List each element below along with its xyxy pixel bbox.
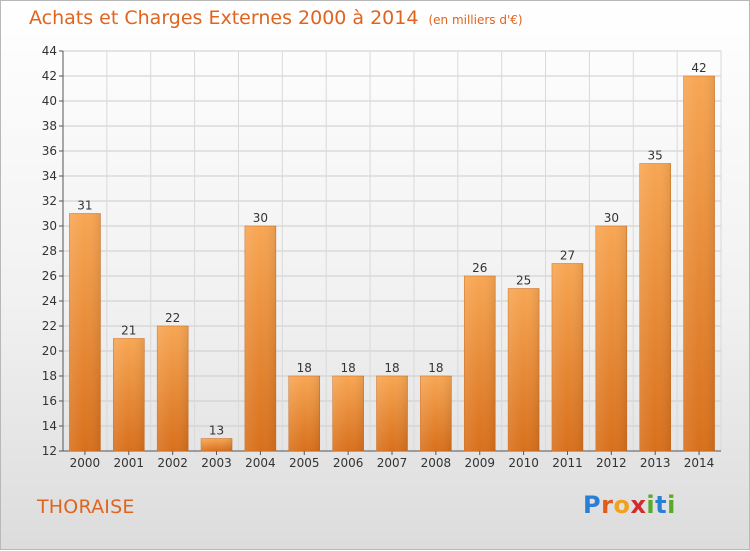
value-label-2013: 35 bbox=[648, 149, 663, 163]
value-label-2004: 30 bbox=[253, 211, 268, 225]
x-tick-label-2005: 2005 bbox=[289, 456, 320, 470]
chart-title: Achats et Charges Externes 2000 à 2014 bbox=[29, 7, 419, 29]
commune-name: THORAISE bbox=[37, 496, 135, 518]
x-tick-label-2012: 2012 bbox=[596, 456, 627, 470]
x-tick-label-2004: 2004 bbox=[245, 456, 276, 470]
bar-shine-2008 bbox=[420, 376, 452, 451]
x-tick-label-2009: 2009 bbox=[464, 456, 495, 470]
x-tick-label-2013: 2013 bbox=[640, 456, 671, 470]
y-tick-label: 36 bbox=[42, 144, 57, 158]
value-label-2005: 18 bbox=[297, 361, 312, 375]
value-label-2009: 26 bbox=[472, 261, 487, 275]
y-tick-label: 12 bbox=[42, 444, 57, 458]
bar-shine-2006 bbox=[332, 376, 364, 451]
value-label-2011: 27 bbox=[560, 249, 575, 263]
x-tick-label-2010: 2010 bbox=[508, 456, 539, 470]
title-block: Achats et Charges Externes 2000 à 2014 (e… bbox=[29, 7, 523, 29]
value-label-2001: 21 bbox=[121, 324, 136, 338]
bar-shine-2010 bbox=[508, 288, 540, 451]
bar-shine-2013 bbox=[639, 163, 671, 451]
value-label-2010: 25 bbox=[516, 274, 531, 288]
y-tick-label: 32 bbox=[42, 194, 57, 208]
y-tick-label: 26 bbox=[42, 269, 57, 283]
bars bbox=[69, 75, 715, 452]
bar-shine-2005 bbox=[288, 376, 320, 451]
x-tick-label-2008: 2008 bbox=[421, 456, 452, 470]
bar-shine-2007 bbox=[376, 376, 408, 451]
bar-shine-2011 bbox=[551, 263, 583, 451]
logo-letter: i bbox=[667, 491, 676, 519]
x-tick-label-2006: 2006 bbox=[333, 456, 364, 470]
value-label-2002: 22 bbox=[165, 311, 180, 325]
value-label-2006: 18 bbox=[340, 361, 355, 375]
x-tick-label-2003: 2003 bbox=[201, 456, 232, 470]
value-label-2003: 13 bbox=[209, 424, 224, 438]
bar-shine-2000 bbox=[69, 213, 101, 451]
bar-shine-2014 bbox=[683, 76, 715, 451]
logo-letter: t bbox=[655, 491, 668, 519]
bar-shine-2012 bbox=[595, 226, 627, 451]
x-tick-label-2002: 2002 bbox=[157, 456, 188, 470]
bar-shine-2004 bbox=[244, 226, 276, 451]
value-label-2000: 31 bbox=[77, 199, 92, 213]
bar-shine-2002 bbox=[157, 326, 189, 451]
y-tick-label: 20 bbox=[42, 344, 57, 358]
y-tick-label: 30 bbox=[42, 219, 57, 233]
x-tick-label-2001: 2001 bbox=[114, 456, 145, 470]
x-tick-label-2000: 2000 bbox=[70, 456, 101, 470]
labels: 12 14 16 18 20 22 24 26 28 30 32 34 36 38 40 42 44 31 2000… bbox=[42, 44, 715, 470]
y-tick-label: 14 bbox=[42, 419, 57, 433]
value-label-2008: 18 bbox=[428, 361, 443, 375]
y-tick-label: 44 bbox=[42, 44, 57, 58]
x-tick-label-2011: 2011 bbox=[552, 456, 583, 470]
y-tick-label: 38 bbox=[42, 119, 57, 133]
value-label-2012: 30 bbox=[604, 211, 619, 225]
x-tick-label-2007: 2007 bbox=[377, 456, 408, 470]
logo-letter: P bbox=[583, 491, 602, 519]
y-tick-label: 22 bbox=[42, 319, 57, 333]
logo-letter: r bbox=[601, 491, 614, 519]
logo-letter: i bbox=[646, 491, 656, 519]
value-label-2007: 18 bbox=[384, 361, 399, 375]
bar-shine-2001 bbox=[113, 338, 145, 451]
y-tick-label: 16 bbox=[42, 394, 57, 408]
y-tick-label: 18 bbox=[42, 369, 57, 383]
chart-subtitle: (en milliers d'€) bbox=[428, 13, 523, 27]
bar-shine-2009 bbox=[464, 276, 496, 451]
y-tick-label: 42 bbox=[42, 69, 57, 83]
proxiti-logo: Proxiti bbox=[583, 491, 676, 519]
bar-shine-2003 bbox=[201, 438, 233, 451]
y-tick-label: 40 bbox=[42, 94, 57, 108]
logo-letter: x bbox=[630, 491, 647, 519]
y-tick-label: 28 bbox=[42, 244, 57, 258]
value-label-2014: 42 bbox=[691, 61, 706, 75]
y-tick-label: 24 bbox=[42, 294, 57, 308]
y-tick-label: 34 bbox=[42, 169, 57, 183]
logo-letter: o bbox=[613, 491, 631, 519]
x-tick-label-2014: 2014 bbox=[684, 456, 715, 470]
